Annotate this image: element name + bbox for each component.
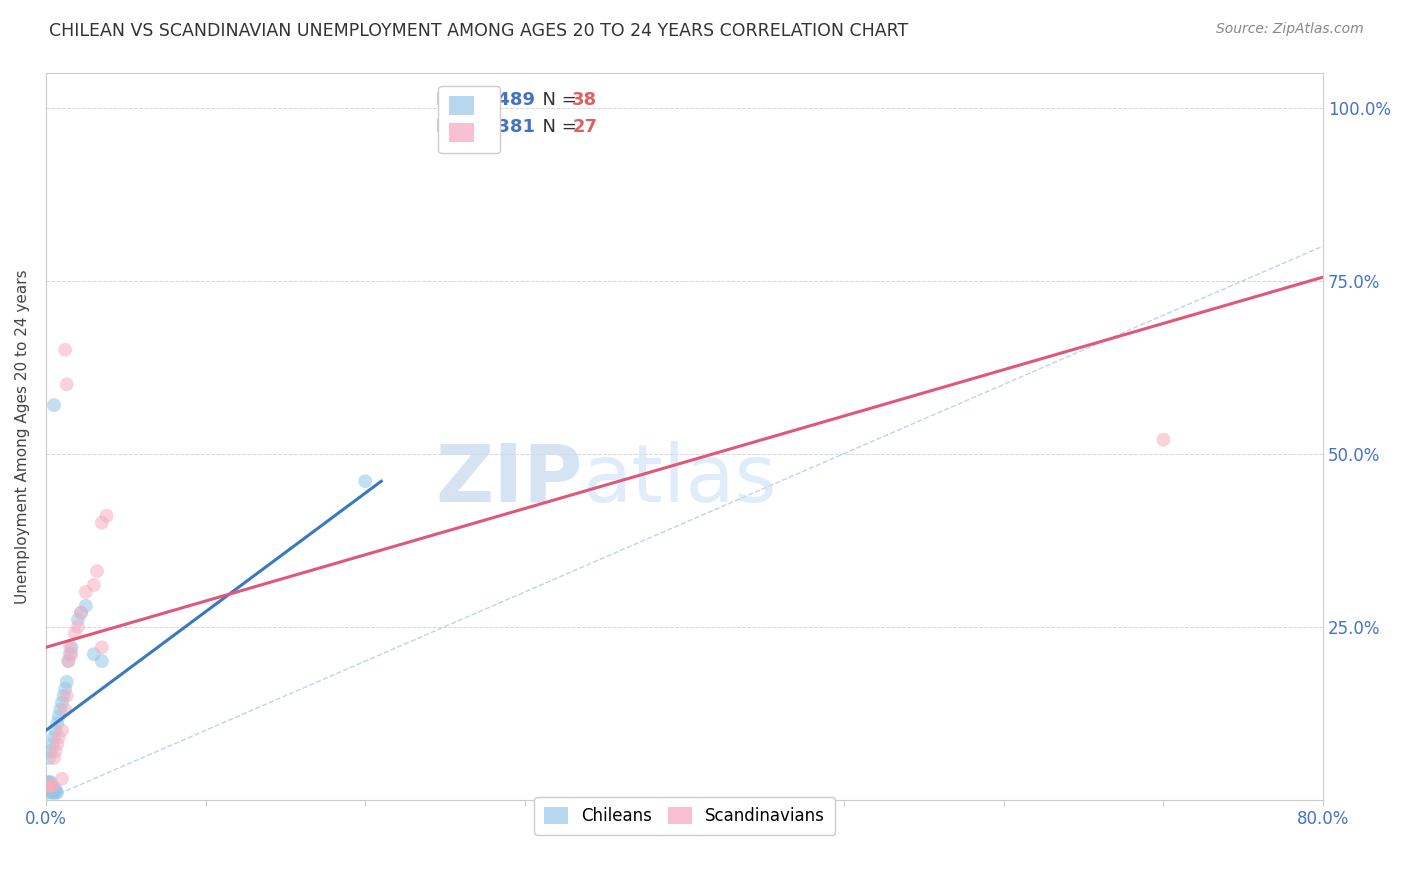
Point (42, 782, 65, 797)
Text: N =: N = (531, 91, 583, 109)
Point (86, 564, 108, 578)
Point (51, 723, 73, 738)
Point (53, 681, 76, 696)
Point (55, 674, 77, 689)
Point (70, 606, 93, 620)
Point (45, 782, 67, 797)
Point (46, 716, 69, 731)
Point (45, 723, 67, 738)
Point (60, 640, 83, 655)
Point (38, 775, 60, 789)
Point (58, 654, 80, 668)
Y-axis label: Unemployment Among Ages 20 to 24 years: Unemployment Among Ages 20 to 24 years (15, 269, 30, 604)
Text: 27: 27 (572, 118, 598, 136)
Point (42, 731, 65, 745)
Point (37, 775, 59, 789)
Point (354, 474, 377, 488)
Point (37, 779, 59, 793)
Text: CHILEAN VS SCANDINAVIAN UNEMPLOYMENT AMONG AGES 20 TO 24 YEARS CORRELATION CHART: CHILEAN VS SCANDINAVIAN UNEMPLOYMENT AMO… (49, 22, 908, 40)
Point (46, 786, 69, 800)
Text: R =: R = (436, 118, 474, 136)
Point (53, 343, 76, 357)
Point (46, 737, 69, 751)
Point (39, 786, 62, 800)
Text: N =: N = (531, 118, 583, 136)
Point (38, 782, 60, 797)
Point (41, 779, 63, 793)
Point (41, 786, 63, 800)
Text: R =: R = (436, 91, 474, 109)
Point (66, 619, 89, 633)
Point (90, 654, 112, 668)
Point (90, 640, 112, 655)
Point (70, 606, 93, 620)
Point (48, 731, 70, 745)
Text: atlas: atlas (582, 441, 776, 519)
Point (66, 613, 89, 627)
Point (38, 779, 60, 793)
Text: 38: 38 (572, 91, 598, 109)
Text: 0.489: 0.489 (478, 91, 534, 109)
Point (41, 737, 63, 751)
Point (59, 640, 82, 655)
Point (58, 654, 80, 668)
Point (75, 585, 97, 599)
Text: 0.381: 0.381 (478, 118, 534, 136)
Text: Source: ZipAtlas.com: Source: ZipAtlas.com (1216, 22, 1364, 37)
Point (59, 647, 82, 661)
Point (37, 782, 59, 797)
Point (83, 578, 105, 592)
Point (42, 398, 65, 412)
Point (52, 689, 75, 703)
Point (60, 647, 83, 661)
Point (55, 377, 77, 392)
Point (42, 751, 65, 765)
Point (48, 709, 70, 723)
Point (39, 775, 62, 789)
Legend: Chileans, Scandinavians: Chileans, Scandinavians (534, 797, 835, 835)
Point (41, 782, 63, 797)
Point (55, 689, 77, 703)
Point (75, 599, 97, 613)
Point (90, 516, 112, 530)
Point (39, 782, 62, 797)
Point (53, 702, 76, 716)
Point (51, 772, 73, 786)
Point (83, 647, 105, 661)
Point (38, 779, 60, 793)
Point (49, 702, 72, 716)
Text: ZIP: ZIP (434, 441, 582, 519)
Point (39, 744, 62, 758)
Point (45, 744, 67, 758)
Point (51, 696, 73, 710)
Point (1153, 433, 1175, 447)
Point (45, 786, 67, 800)
Point (96, 508, 118, 523)
Point (38, 751, 60, 765)
Point (42, 786, 65, 800)
Point (37, 779, 59, 793)
Point (63, 626, 86, 640)
Point (39, 779, 62, 793)
